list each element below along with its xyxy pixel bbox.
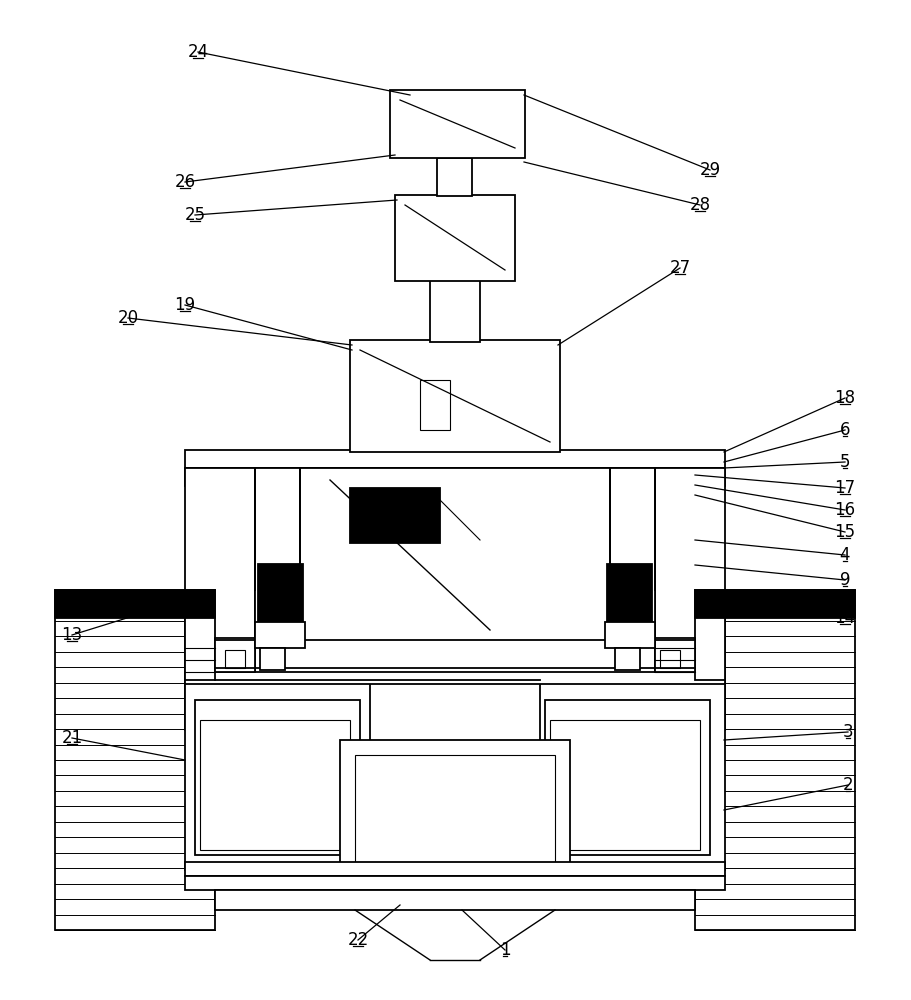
Bar: [660, 650, 680, 668]
Bar: [55, 590, 215, 618]
Bar: [610, 468, 655, 640]
Bar: [185, 468, 255, 730]
Bar: [258, 564, 303, 622]
Bar: [340, 740, 570, 870]
Text: 28: 28: [690, 196, 711, 214]
Bar: [355, 755, 555, 865]
Bar: [185, 672, 725, 684]
Bar: [215, 890, 695, 910]
Bar: [225, 650, 245, 668]
Bar: [55, 590, 215, 930]
Bar: [185, 862, 725, 876]
Bar: [185, 680, 370, 870]
Bar: [300, 468, 610, 640]
Text: 29: 29: [700, 161, 721, 179]
Bar: [390, 90, 525, 158]
Bar: [695, 590, 725, 680]
Text: 26: 26: [174, 173, 196, 191]
Bar: [395, 195, 515, 281]
Text: 2: 2: [843, 776, 854, 794]
Text: 14: 14: [834, 609, 855, 627]
Bar: [695, 590, 855, 618]
Text: 24: 24: [188, 43, 209, 61]
Text: 13: 13: [61, 626, 83, 644]
Bar: [655, 638, 695, 672]
Text: 4: 4: [840, 546, 850, 564]
Text: 20: 20: [118, 309, 138, 327]
Bar: [200, 720, 350, 850]
Text: 25: 25: [184, 206, 206, 224]
Bar: [540, 680, 725, 870]
Text: 18: 18: [834, 389, 855, 407]
Text: 5: 5: [840, 453, 850, 471]
Text: 1: 1: [500, 941, 510, 959]
Bar: [655, 468, 725, 730]
Bar: [607, 564, 652, 622]
Bar: [185, 590, 215, 680]
Bar: [185, 468, 725, 486]
Bar: [615, 648, 640, 670]
Text: 3: 3: [843, 723, 854, 741]
Bar: [255, 468, 300, 640]
Text: 21: 21: [61, 729, 83, 747]
Bar: [350, 340, 560, 452]
Bar: [550, 720, 700, 850]
Text: 19: 19: [174, 296, 196, 314]
Bar: [545, 700, 710, 855]
Bar: [195, 700, 360, 855]
Bar: [260, 648, 285, 670]
Text: 17: 17: [834, 479, 855, 497]
Bar: [255, 622, 305, 648]
Bar: [215, 638, 255, 672]
Text: 27: 27: [670, 259, 691, 277]
Text: 9: 9: [840, 571, 850, 589]
Bar: [437, 158, 472, 196]
Text: 15: 15: [834, 523, 855, 541]
Text: 22: 22: [347, 931, 369, 949]
Bar: [605, 622, 655, 648]
Bar: [430, 280, 480, 342]
Bar: [350, 488, 440, 543]
Text: 6: 6: [840, 421, 850, 439]
Bar: [185, 876, 725, 890]
Bar: [185, 450, 725, 468]
Bar: [420, 380, 450, 430]
Bar: [695, 590, 855, 930]
Text: 16: 16: [834, 501, 855, 519]
